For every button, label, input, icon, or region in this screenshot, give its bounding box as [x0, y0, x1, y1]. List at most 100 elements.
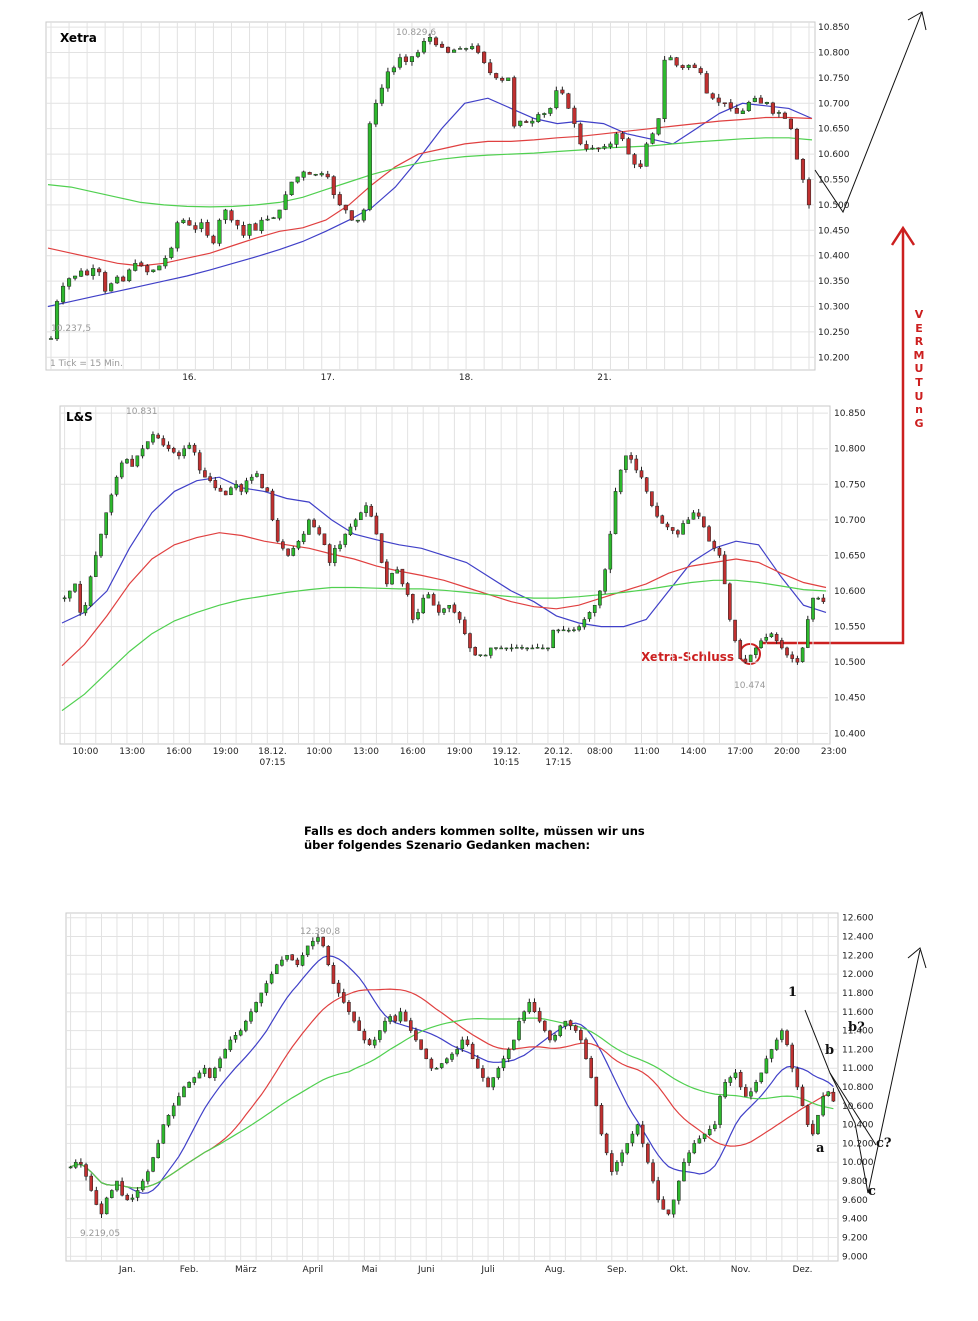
candle-body [795, 1068, 800, 1088]
candle-body [651, 1162, 655, 1182]
candle-body [135, 455, 140, 467]
candle-body [403, 1011, 408, 1022]
candle-body [109, 283, 114, 292]
candle-body [535, 647, 540, 649]
yearly-grid [66, 913, 838, 1261]
candle-body [676, 1180, 681, 1201]
y-tick-label: 10.450 [834, 694, 866, 704]
candle-body [506, 1049, 511, 1059]
y-tick-label: 10.400 [842, 1121, 874, 1131]
candle-body [620, 133, 625, 140]
yearly-candles [68, 934, 836, 1219]
candle-body [518, 120, 523, 126]
wave-label-b: b [825, 1043, 834, 1058]
candle-body [115, 276, 120, 284]
vermutung-letter: R [914, 335, 924, 349]
candle-body [692, 1143, 697, 1154]
candle-body [532, 1002, 537, 1013]
y-tick-label: 12.400 [842, 933, 874, 943]
candle-body [744, 1087, 748, 1097]
candle-body [93, 555, 98, 577]
y-tick-label: 10.700 [834, 516, 866, 526]
y-tick-label: 9.000 [842, 1252, 868, 1262]
candle-body [253, 223, 258, 231]
candle-body [540, 647, 545, 650]
candle-body [614, 133, 619, 145]
scenario-caption-line-2: über folgendes Szenario Gedanken machen: [304, 838, 591, 852]
candle-body [465, 1039, 470, 1045]
candle-body [542, 1020, 547, 1031]
candle-body [79, 1162, 83, 1165]
y-tick-label: 10.200 [842, 1139, 874, 1149]
candle-body [738, 640, 743, 659]
y-tick-label: 10.600 [842, 1102, 874, 1112]
candle-body [433, 37, 439, 46]
candle-body [301, 171, 306, 178]
candle-body [733, 1072, 738, 1078]
candle-body [728, 583, 732, 620]
candle-body [203, 470, 207, 478]
candle-body [85, 270, 90, 276]
candle-body [177, 452, 181, 457]
y-tick-label: 10.800 [818, 48, 850, 58]
candle-body [223, 490, 228, 496]
candle-body [696, 512, 701, 517]
candle-body [336, 982, 341, 994]
candle-body [79, 270, 84, 277]
candle-body [644, 143, 649, 167]
candle-body [785, 1030, 789, 1045]
blue-moving-average-line [47, 97, 813, 308]
candle-body [192, 444, 197, 453]
candle-body [171, 448, 176, 453]
green-moving-average-line [61, 579, 827, 712]
candle-body [369, 505, 374, 517]
candle-body [524, 121, 529, 123]
candle-body [405, 583, 410, 595]
x-tick-label: 19.12. [492, 747, 521, 757]
x-tick-label: 10:00 [72, 747, 98, 757]
candle-body [383, 1020, 387, 1032]
candle-body [270, 490, 275, 521]
candle-body [723, 1082, 727, 1098]
candle-body [582, 619, 587, 628]
candle-body [156, 434, 160, 439]
candle-body [638, 163, 643, 168]
candle-body [322, 533, 327, 546]
candle-body [816, 1114, 820, 1134]
x-tick-label: 17:00 [727, 747, 753, 757]
candle-body [608, 533, 613, 570]
candle-body [816, 597, 821, 600]
candle-body [450, 1053, 454, 1060]
wave-label-b-question: b? [848, 1020, 865, 1035]
candle-body [151, 269, 156, 272]
candle-body [84, 1164, 88, 1177]
candle-body [296, 540, 301, 549]
ls-title: L&S [66, 410, 93, 424]
candle-body [716, 97, 721, 103]
candle-body [460, 1039, 465, 1050]
candle-body [718, 1096, 722, 1125]
candle-body [416, 612, 420, 620]
candle-body [488, 647, 493, 656]
candle-body [572, 107, 577, 124]
ls-plot-frame [59, 405, 831, 745]
candle-body [665, 523, 670, 528]
candle-body [470, 46, 475, 50]
candle-body [525, 647, 529, 650]
candle-body [341, 992, 346, 1003]
candle-body [436, 604, 441, 613]
candle-body [140, 1180, 145, 1191]
candle-body [321, 936, 325, 947]
candle-body [244, 1020, 248, 1031]
candle-body [640, 1124, 645, 1144]
scenario-caption: Falls es doch anders kommen sollte, müss… [304, 824, 645, 852]
candle-body [811, 1123, 815, 1135]
ls-low-label: 10.474 [734, 681, 766, 691]
candle-body [60, 285, 66, 303]
y-tick-label: 10.000 [842, 1158, 874, 1168]
candle-body [676, 530, 680, 535]
candle-body [182, 448, 186, 457]
candle-body [271, 217, 276, 219]
candle-body [594, 1076, 599, 1107]
candle-body [468, 633, 472, 649]
